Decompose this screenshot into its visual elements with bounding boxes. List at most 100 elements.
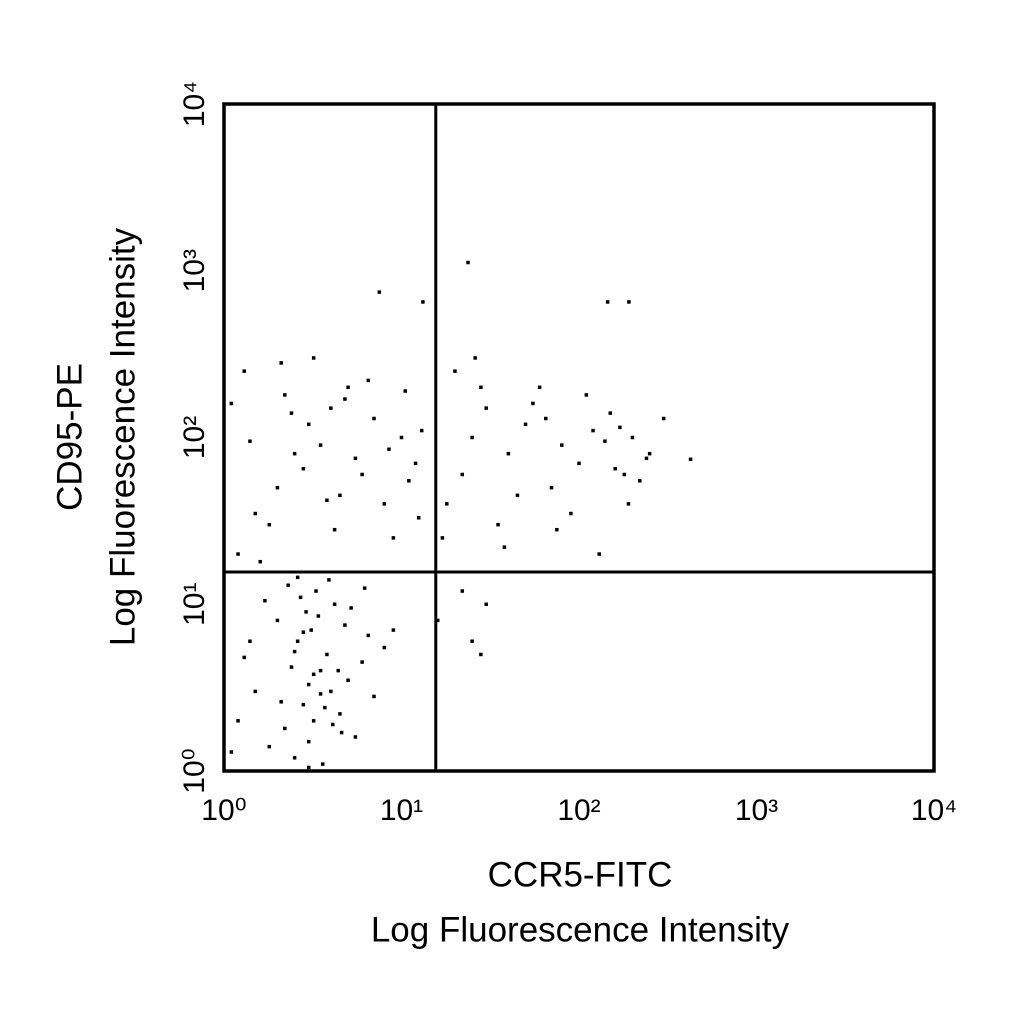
dot: [366, 633, 371, 638]
dot: [622, 472, 627, 477]
dot: [479, 652, 483, 657]
dot: [309, 628, 313, 632]
dot: [263, 598, 267, 603]
dot: [295, 639, 300, 643]
dot: [470, 639, 474, 643]
dot: [523, 422, 528, 427]
dot: [295, 575, 300, 580]
x-tick-label: 10⁰: [201, 794, 246, 827]
plot-frame: [222, 102, 936, 773]
dot: [502, 545, 507, 549]
dot: [647, 451, 652, 456]
dot: [407, 479, 411, 483]
dot: [267, 744, 272, 749]
dot: [339, 730, 344, 735]
dot: [323, 705, 327, 710]
dot: [577, 461, 581, 466]
dot: [435, 618, 440, 623]
dot: [292, 649, 297, 654]
dot: [253, 511, 258, 516]
dot: [421, 300, 425, 304]
dot: [325, 652, 329, 657]
dot: [346, 678, 350, 683]
y-axis-title: Log Fluorescence Intensity: [103, 227, 142, 646]
y-axis-title: CD95-PE: [50, 363, 89, 511]
dot: [569, 511, 573, 516]
dot: [332, 602, 337, 606]
dot: [306, 422, 311, 427]
dot: [318, 443, 323, 447]
dot: [289, 411, 294, 415]
dot: [399, 435, 404, 440]
dot: [289, 665, 294, 669]
x-tick-label: 10²: [557, 794, 600, 827]
dot: [366, 378, 371, 383]
dot: [292, 451, 297, 456]
dot: [372, 416, 376, 421]
dot: [301, 466, 306, 471]
dot: [484, 602, 488, 606]
dot: [630, 435, 635, 440]
dot: [338, 712, 342, 716]
x-tick-label: 10¹: [380, 794, 423, 827]
dot: [597, 552, 601, 556]
dot: [618, 425, 622, 430]
dot: [506, 451, 511, 456]
dot: [338, 493, 342, 498]
dot: [416, 516, 421, 520]
dot: [688, 457, 693, 462]
dot: [349, 606, 353, 610]
dot: [346, 385, 350, 390]
dot: [320, 762, 325, 766]
dot: [306, 682, 311, 687]
x-tick-label: 10³: [735, 794, 778, 827]
points: [229, 260, 693, 770]
dot: [275, 485, 280, 490]
dot: [460, 589, 465, 593]
dot: [275, 618, 280, 623]
dot: [318, 692, 323, 696]
dot: [311, 672, 316, 677]
dot: [362, 586, 367, 590]
dot: [638, 479, 642, 483]
dot: [473, 356, 477, 360]
dot: [391, 628, 396, 632]
dot: [466, 260, 470, 265]
dot: [267, 522, 272, 527]
dot: [283, 726, 287, 731]
dot: [419, 428, 424, 433]
dot: [229, 401, 234, 406]
dot: [413, 461, 418, 466]
dot: [279, 700, 283, 704]
dot: [292, 756, 297, 760]
dot: [327, 578, 331, 582]
dot: [301, 630, 306, 634]
dot: [279, 361, 283, 365]
dot: [283, 393, 287, 397]
dot: [332, 527, 337, 532]
dot: [387, 447, 391, 452]
dot: [440, 536, 445, 540]
dot: [314, 589, 318, 593]
dot: [360, 472, 364, 477]
y-tick-label: 10²: [178, 416, 211, 459]
dot: [343, 623, 347, 627]
dot: [537, 385, 542, 390]
dot: [298, 595, 303, 600]
dot: [286, 583, 290, 587]
dot: [555, 527, 559, 532]
dot: [470, 435, 474, 440]
x-axis-title: CCR5-FITC: [488, 855, 673, 894]
dot: [306, 765, 311, 770]
dot: [391, 536, 396, 540]
dot: [304, 610, 308, 614]
dot: [549, 485, 554, 490]
dot: [377, 290, 382, 294]
dot: [325, 498, 329, 503]
dot: [242, 655, 246, 660]
x-tick-label: 10⁴: [911, 794, 957, 827]
y-tick-label: 10⁰: [178, 748, 211, 793]
dot: [343, 397, 347, 401]
dot: [560, 443, 564, 447]
